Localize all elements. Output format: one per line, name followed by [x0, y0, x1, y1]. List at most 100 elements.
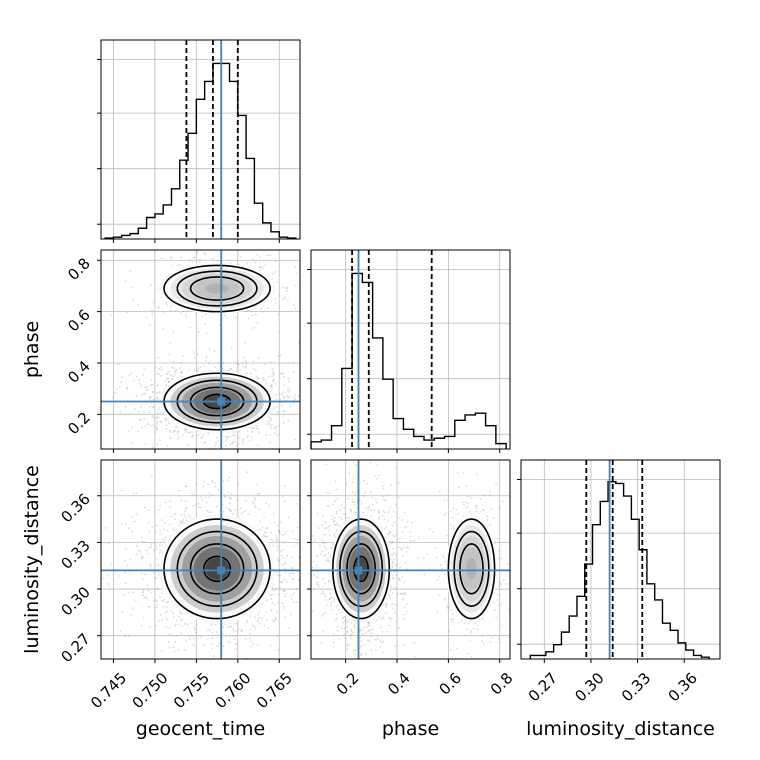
sample-point	[161, 538, 164, 541]
sample-point	[214, 444, 217, 447]
sample-point	[228, 497, 231, 500]
sample-point	[347, 497, 349, 500]
sample-point	[370, 490, 372, 493]
sample-point	[156, 372, 159, 375]
sample-point	[364, 491, 367, 494]
sample-point	[160, 257, 163, 260]
sample-point	[275, 571, 278, 574]
sample-point	[180, 521, 183, 524]
sample-point	[201, 315, 204, 318]
sample-point	[334, 524, 337, 526]
sample-point	[172, 367, 175, 370]
sample-point	[153, 549, 155, 552]
sample-point	[315, 554, 318, 557]
truth-marker	[217, 566, 226, 575]
sample-point	[137, 549, 140, 552]
sample-point	[336, 625, 339, 628]
sample-point	[180, 632, 182, 635]
sample-point	[188, 431, 191, 434]
sample-point	[423, 574, 426, 576]
sample-point	[184, 500, 187, 503]
sample-point	[150, 384, 153, 386]
sample-point	[169, 431, 171, 433]
sample-point	[393, 612, 396, 614]
sample-point	[167, 381, 170, 384]
sample-point	[325, 548, 328, 551]
sample-point	[300, 392, 302, 394]
sample-point	[330, 596, 333, 599]
contour-line	[163, 518, 271, 620]
sample-point	[159, 613, 162, 616]
sample-point	[246, 262, 248, 265]
sample-point	[208, 362, 210, 365]
sample-point	[394, 503, 397, 506]
sample-point	[279, 586, 281, 589]
sample-point	[363, 479, 366, 482]
sample-point	[147, 552, 150, 555]
sample-point	[265, 502, 268, 504]
sample-point	[265, 611, 267, 614]
sample-point	[192, 637, 195, 639]
sample-point	[316, 512, 319, 515]
sample-point	[340, 627, 343, 630]
sample-point	[396, 534, 399, 536]
sample-point	[444, 560, 447, 563]
sample-point	[123, 594, 126, 597]
sample-point	[354, 653, 357, 656]
sample-point	[320, 592, 323, 595]
sample-point	[163, 598, 166, 601]
sample-point	[249, 632, 251, 635]
sample-point	[165, 377, 168, 380]
sample-point	[294, 394, 296, 397]
sample-point	[365, 507, 368, 510]
sample-point	[274, 618, 277, 621]
sample-point	[254, 506, 257, 509]
sample-point	[215, 631, 218, 634]
sample-point	[183, 513, 186, 516]
sample-point	[135, 492, 138, 495]
sample-point	[323, 533, 326, 536]
sample-point	[418, 536, 420, 539]
sample-point	[205, 496, 207, 499]
sample-point	[134, 599, 137, 602]
sample-point	[272, 593, 275, 596]
sample-point	[226, 317, 229, 320]
sample-point	[289, 405, 292, 408]
sample-point	[183, 247, 185, 249]
sample-point	[388, 624, 391, 627]
sample-point	[124, 280, 127, 283]
sample-point	[366, 625, 369, 628]
sample-point	[284, 298, 287, 300]
sample-point	[294, 266, 296, 268]
sample-point	[124, 582, 127, 585]
sample-point	[258, 266, 261, 269]
sample-point	[165, 501, 167, 504]
sample-point	[360, 639, 363, 642]
sample-point	[244, 638, 247, 641]
sample-point	[252, 624, 254, 627]
histogram-step-phase	[310, 272, 507, 449]
sample-point	[366, 639, 369, 642]
sample-point	[438, 575, 441, 578]
sample-point	[377, 516, 380, 519]
sample-point	[249, 439, 251, 442]
sample-point	[180, 371, 183, 374]
sample-point	[114, 392, 117, 395]
sample-point	[242, 511, 244, 514]
sample-point	[371, 503, 374, 506]
sample-point	[286, 389, 289, 392]
sample-point	[456, 621, 459, 624]
sample-point	[168, 353, 171, 356]
sample-point	[277, 392, 280, 395]
sample-point	[177, 623, 180, 626]
contour-line	[459, 543, 484, 595]
sample-point	[281, 286, 284, 289]
sample-point	[163, 539, 166, 541]
sample-point	[242, 437, 245, 440]
sample-point	[184, 622, 187, 625]
sample-point	[339, 509, 341, 512]
sample-point	[177, 264, 179, 267]
sample-point	[222, 626, 224, 629]
sample-point	[169, 309, 172, 312]
sample-point	[393, 510, 396, 513]
